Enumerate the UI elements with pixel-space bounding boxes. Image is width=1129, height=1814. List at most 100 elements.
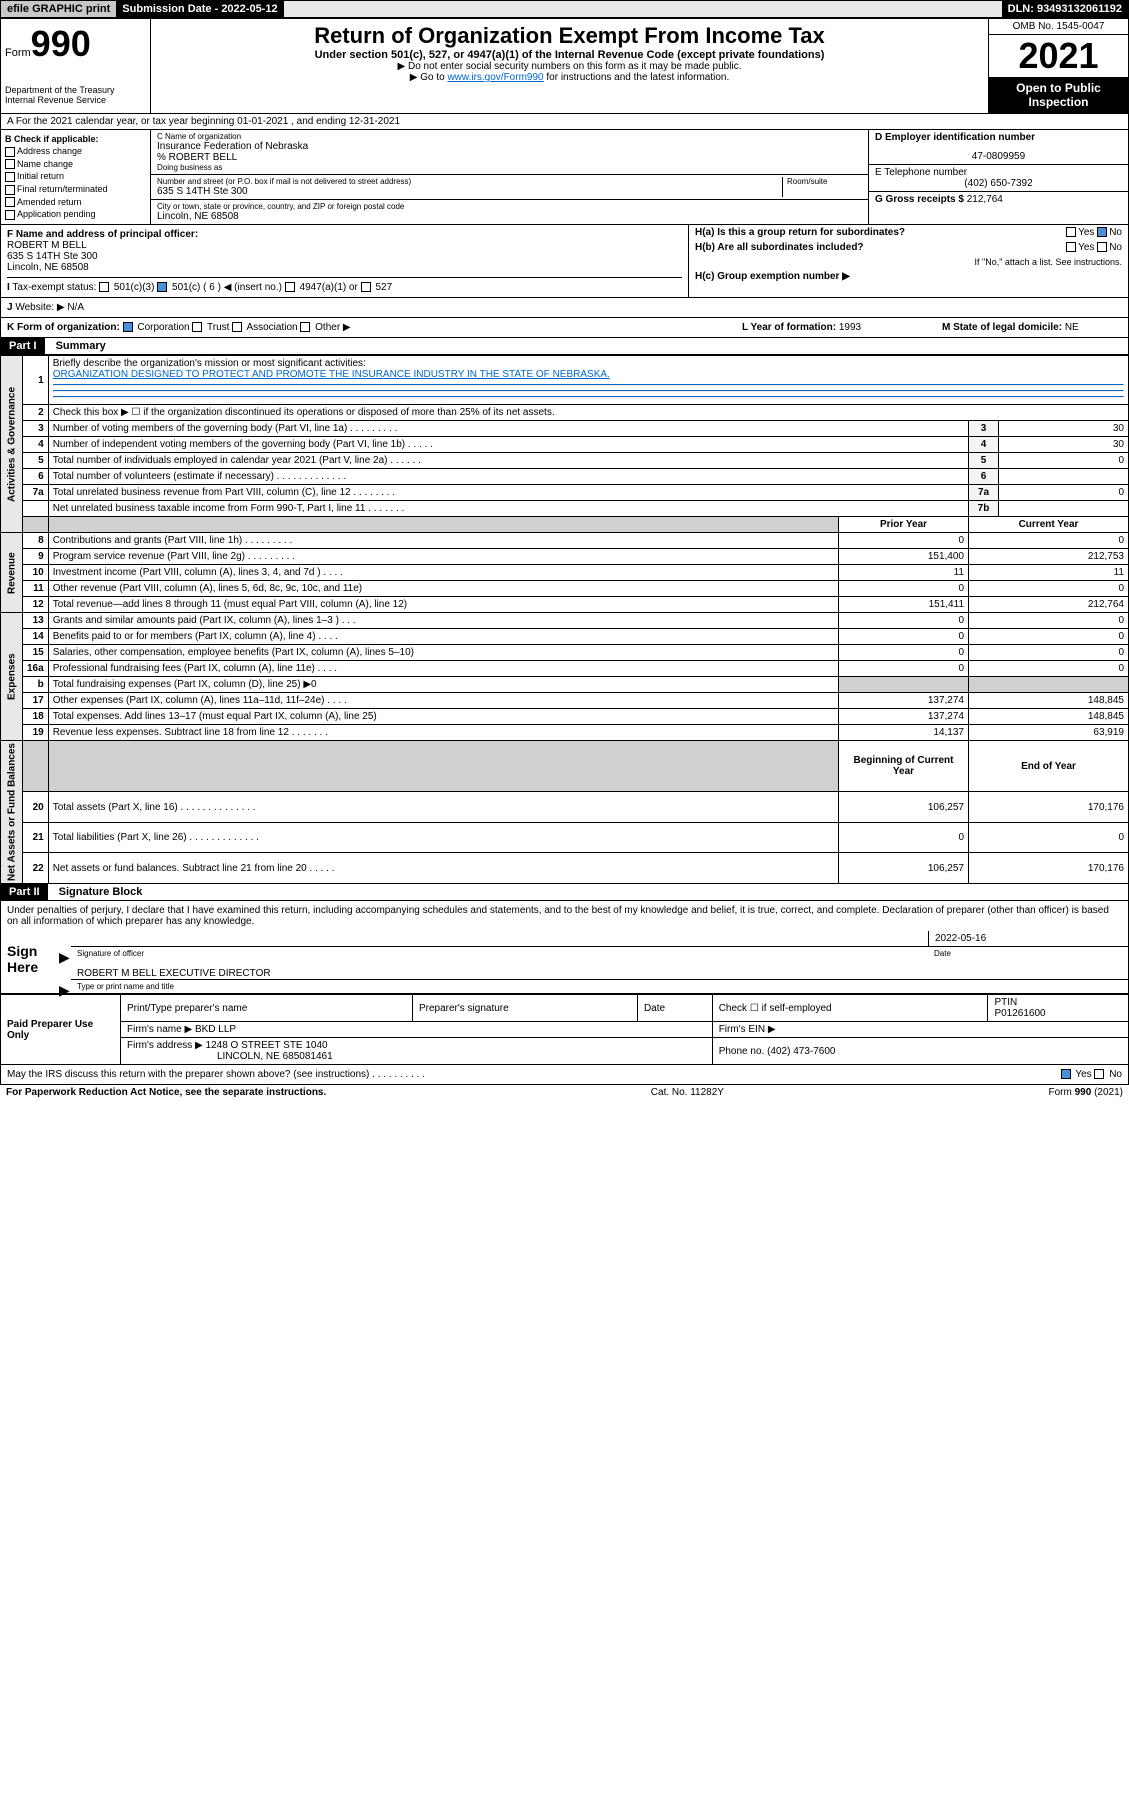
- hc-lbl: H(c) Group exemption number ▶: [695, 271, 850, 282]
- chk-hb-yes[interactable]: [1066, 242, 1076, 252]
- k-lbl: K Form of organization:: [7, 322, 120, 333]
- firm-phone-lbl: Phone no.: [719, 1046, 765, 1057]
- i-lbl: Tax-exempt status:: [12, 282, 96, 293]
- chk-address[interactable]: [5, 147, 15, 157]
- irs-link[interactable]: www.irs.gov/Form990: [447, 72, 543, 83]
- firm-phone: (402) 473-7600: [767, 1046, 835, 1057]
- part2-hdr: Part II: [1, 884, 48, 900]
- gross-receipts: 212,764: [967, 194, 1003, 205]
- prior-hdr: Prior Year: [839, 517, 969, 533]
- prep-sig-lbl: Preparer's signature: [412, 995, 637, 1022]
- room-lbl: Room/suite: [787, 177, 862, 186]
- part2-title: Signature Block: [51, 884, 151, 900]
- city-lbl: City or town, state or province, country…: [157, 202, 862, 211]
- firm-name: BKD LLP: [195, 1024, 236, 1035]
- footer-left: For Paperwork Reduction Act Notice, see …: [6, 1087, 326, 1098]
- discuss-row: May the IRS discuss this return with the…: [0, 1065, 1129, 1085]
- chk-assoc[interactable]: [232, 322, 242, 332]
- name-title-lbl: Type or print name and title: [77, 982, 174, 991]
- m-val: NE: [1065, 322, 1079, 333]
- ptin-lbl: PTIN: [994, 997, 1017, 1008]
- begin-hdr: Beginning of Current Year: [839, 741, 969, 792]
- dept-treasury: Department of the Treasury Internal Reve…: [5, 85, 146, 105]
- section-net: Net Assets or Fund Balances: [1, 741, 23, 884]
- ptin: P01261600: [994, 1008, 1045, 1019]
- firm-ein-lbl: Firm's EIN ▶: [712, 1022, 1128, 1038]
- chk-discuss-no[interactable]: [1094, 1069, 1104, 1079]
- chk-pending[interactable]: [5, 210, 15, 220]
- signature-block: Under penalties of perjury, I declare th…: [0, 901, 1129, 994]
- form-header: Form990 Department of the Treasury Inter…: [0, 18, 1129, 114]
- chk-hb-no[interactable]: [1097, 242, 1107, 252]
- submission-date: Submission Date - 2022-05-12: [116, 1, 283, 17]
- prep-date-lbl: Date: [637, 995, 712, 1022]
- l2: Check this box ▶ ☐ if the organization d…: [48, 405, 1128, 421]
- hb-lbl: H(b) Are all subordinates included?: [695, 242, 864, 253]
- chk-final[interactable]: [5, 185, 15, 195]
- firm-addr-lbl: Firm's address ▶: [127, 1040, 203, 1051]
- chk-name[interactable]: [5, 159, 15, 169]
- chk-4947[interactable]: [285, 282, 295, 292]
- efile-label: efile GRAPHIC print: [1, 1, 116, 17]
- col-c-org: C Name of organization Insurance Federat…: [151, 130, 868, 224]
- part2-header: Part II Signature Block: [0, 884, 1129, 901]
- row-k: K Form of organization: Corporation Trus…: [0, 318, 1129, 338]
- chk-other[interactable]: [300, 322, 310, 332]
- chk-ha-yes[interactable]: [1066, 227, 1076, 237]
- open-public: Open to Public Inspection: [989, 77, 1128, 113]
- part1-header: Part I Summary: [0, 338, 1129, 355]
- form-id: Form990 Department of the Treasury Inter…: [1, 19, 151, 113]
- section-gov: Activities & Governance: [1, 356, 23, 533]
- chk-initial[interactable]: [5, 172, 15, 182]
- prep-name-lbl: Print/Type preparer's name: [121, 995, 413, 1022]
- chk-ha-no[interactable]: [1097, 227, 1107, 237]
- end-hdr: End of Year: [969, 741, 1129, 792]
- gross-lbl: G Gross receipts $: [875, 194, 964, 205]
- discuss-text: May the IRS discuss this return with the…: [7, 1069, 425, 1080]
- f-name: ROBERT M BELL: [7, 240, 682, 251]
- col-d-ein: D Employer identification number 47-0809…: [868, 130, 1128, 224]
- chk-amended[interactable]: [5, 197, 15, 207]
- form-title-block: Return of Organization Exempt From Incom…: [151, 19, 988, 113]
- form-subtitle: Under section 501(c), 527, or 4947(a)(1)…: [155, 49, 984, 61]
- row-j: J Website: ▶ N/A: [0, 298, 1129, 318]
- chk-trust[interactable]: [192, 322, 202, 332]
- part1-hdr: Part I: [1, 338, 45, 354]
- col-b-title: B Check if applicable:: [5, 134, 146, 144]
- addr-lbl: Number and street (or P.O. box if mail i…: [157, 177, 782, 186]
- section-exp: Expenses: [1, 613, 23, 741]
- m-lbl: M State of legal domicile:: [942, 322, 1062, 333]
- ssn-note: ▶ Do not enter social security numbers o…: [155, 61, 984, 72]
- sig-officer-lbl: Signature of officer: [77, 949, 144, 958]
- f-addr1: 635 S 14TH Ste 300: [7, 251, 682, 262]
- instructions-note: ▶ Go to www.irs.gov/Form990 for instruct…: [155, 72, 984, 83]
- phone-lbl: E Telephone number: [875, 167, 1122, 178]
- ha-lbl: H(a) Is this a group return for subordin…: [695, 227, 905, 238]
- chk-527[interactable]: [361, 282, 371, 292]
- hb-note: If "No," attach a list. See instructions…: [689, 255, 1128, 269]
- fi-left: F Name and address of principal officer:…: [1, 225, 688, 297]
- page-footer: For Paperwork Reduction Act Notice, see …: [0, 1085, 1129, 1100]
- firm-name-lbl: Firm's name ▶: [127, 1024, 192, 1035]
- section-rev: Revenue: [1, 533, 23, 613]
- dln: DLN: 93493132061192: [1002, 1, 1128, 17]
- j-val: N/A: [67, 302, 84, 313]
- f-addr2: Lincoln, NE 68508: [7, 262, 682, 273]
- perjury-text: Under penalties of perjury, I declare th…: [1, 901, 1128, 931]
- part1-title: Summary: [48, 338, 114, 354]
- current-hdr: Current Year: [969, 517, 1129, 533]
- fi-right: H(a) Is this a group return for subordin…: [688, 225, 1128, 297]
- org-info-block: B Check if applicable: Address change Na…: [0, 130, 1129, 225]
- sig-date: 2022-05-16: [928, 931, 1128, 946]
- chk-501c3[interactable]: [99, 282, 109, 292]
- summary-table: Activities & Governance 1 Briefly descri…: [0, 355, 1129, 884]
- chk-501c[interactable]: [157, 282, 167, 292]
- chk-corp[interactable]: [123, 322, 133, 332]
- officer-name: ROBERT M BELL EXECUTIVE DIRECTOR: [71, 960, 1128, 979]
- tax-year: 2021: [989, 35, 1128, 77]
- city-state: Lincoln, NE 68508: [157, 211, 862, 222]
- chk-discuss-yes[interactable]: [1061, 1069, 1071, 1079]
- org-name: Insurance Federation of Nebraska: [157, 141, 862, 152]
- f-lbl: F Name and address of principal officer:: [7, 229, 682, 240]
- l1: Briefly describe the organization's miss…: [53, 358, 1124, 369]
